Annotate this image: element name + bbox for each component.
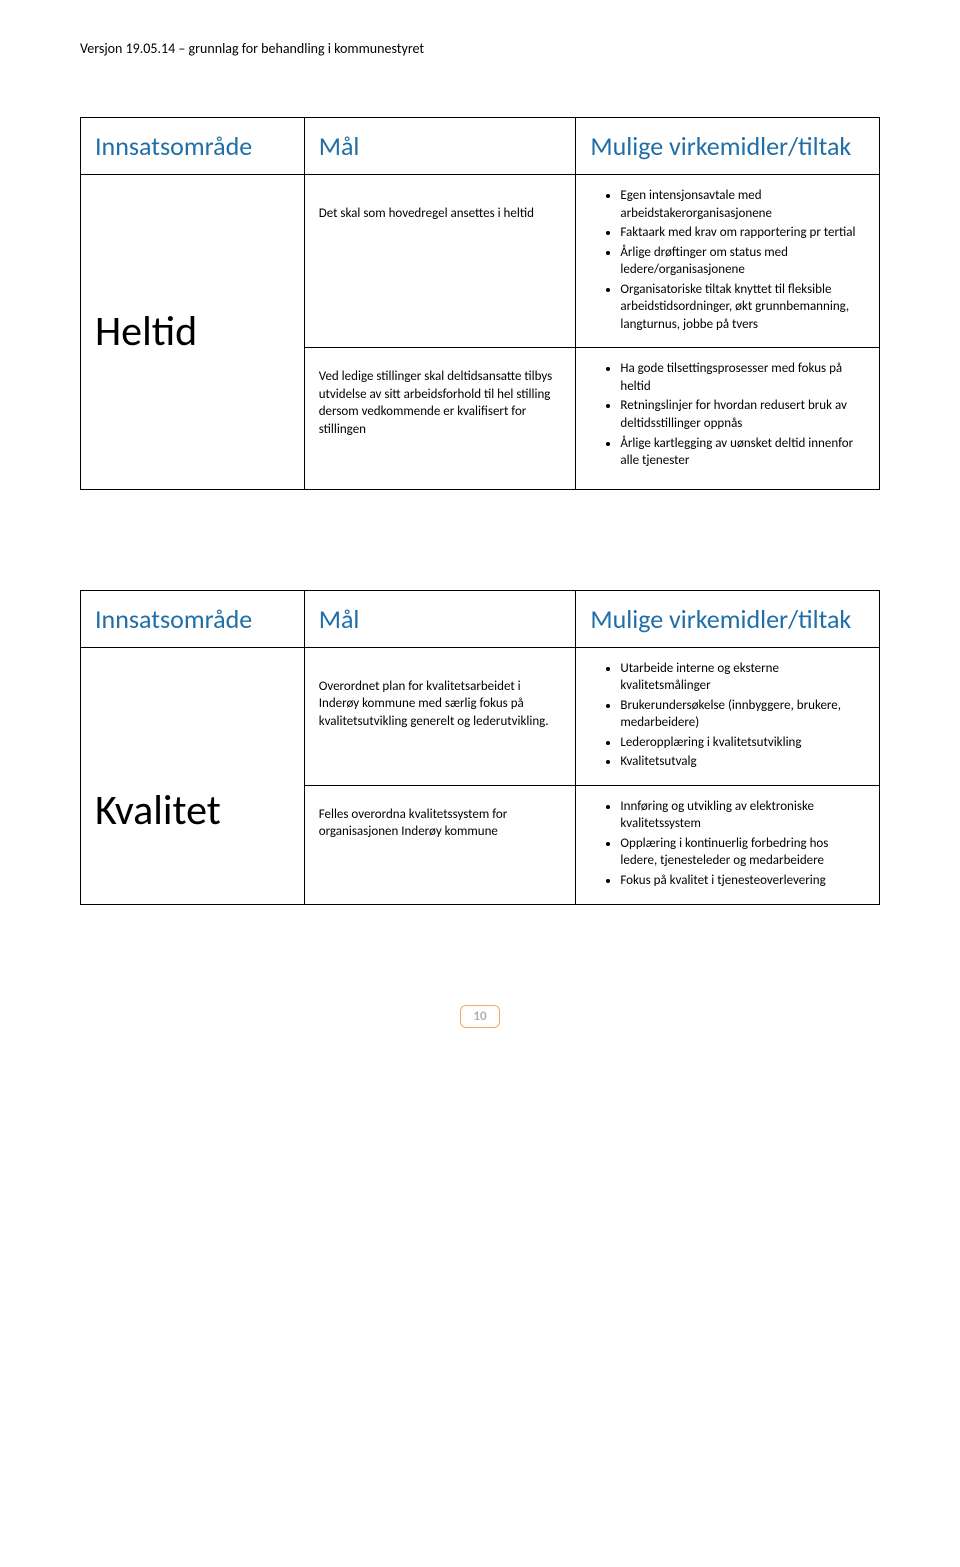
section-title-kvalitet: Kvalitet <box>81 785 305 904</box>
goal-cell: Overordnet plan for kvalitetsarbeidet i … <box>304 647 576 785</box>
section-title-heltid: Heltid <box>81 175 305 490</box>
goal-cell: Felles overordna kvalitetssystem for org… <box>304 785 576 904</box>
bullets-cell: Innføring og utvikling av elektroniske k… <box>576 785 880 904</box>
goal-cell: Det skal som hovedregel ansettes i helti… <box>304 175 576 348</box>
bullets-cell: Utarbeide interne og eksterne kvalitetsm… <box>576 647 880 785</box>
bullet-item: Brukerundersøkelse (innbyggere, brukere,… <box>620 697 865 732</box>
col-header-innsatsomrade: Innsatsområde <box>81 590 305 647</box>
bullet-item: Utarbeide interne og eksterne kvalitetsm… <box>620 660 865 695</box>
bullets-cell: Egen intensjonsavtale med arbeidstakeror… <box>576 175 880 348</box>
bullet-item: Årlige drøftinger om status med ledere/o… <box>620 244 865 279</box>
goal-cell: Ved ledige stillinger skal deltidsansatt… <box>304 348 576 489</box>
table-heltid: Innsatsområde Mål Mulige virkemidler/til… <box>80 117 880 490</box>
bullet-item: Kvalitetsutvalg <box>620 753 865 771</box>
bullets-cell: Ha gode tilsettingsprosesser med fokus p… <box>576 348 880 489</box>
bullet-item: Innføring og utvikling av elektroniske k… <box>620 798 865 833</box>
bullet-item: Årlige kartlegging av uønsket deltid inn… <box>620 435 865 470</box>
bullet-item: Fokus på kvalitet i tjenesteoverlevering <box>620 872 865 890</box>
table-kvalitet: Innsatsområde Mål Mulige virkemidler/til… <box>80 590 880 905</box>
col-header-mal: Mål <box>304 118 576 175</box>
col-header-innsatsomrade: Innsatsområde <box>81 118 305 175</box>
document-header: Versjon 19.05.14 – grunnlag for behandli… <box>80 40 880 57</box>
bullet-item: Lederopplæring i kvalitetsutvikling <box>620 734 865 752</box>
bullet-item: Ha gode tilsettingsprosesser med fokus p… <box>620 360 865 395</box>
col-header-virkemidler: Mulige virkemidler/tiltak <box>576 590 880 647</box>
bullet-item: Egen intensjonsavtale med arbeidstakeror… <box>620 187 865 222</box>
bullet-item: Faktaark med krav om rapportering pr ter… <box>620 224 865 242</box>
col-header-mal: Mål <box>304 590 576 647</box>
page-number-badge: 10 <box>460 1005 499 1028</box>
bullet-item: Opplæring i kontinuerlig forbedring hos … <box>620 835 865 870</box>
bullet-item: Retningslinjer for hvordan redusert bruk… <box>620 397 865 432</box>
col-header-virkemidler: Mulige virkemidler/tiltak <box>576 118 880 175</box>
bullet-item: Organisatoriske tiltak knyttet til fleks… <box>620 281 865 334</box>
